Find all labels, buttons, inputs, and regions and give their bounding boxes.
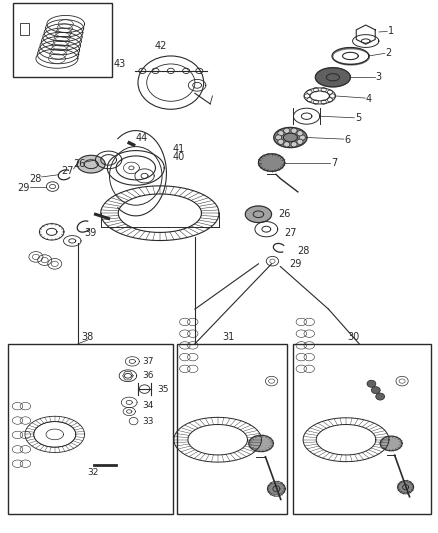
Polygon shape [380,436,402,451]
Ellipse shape [284,128,290,133]
Ellipse shape [297,139,303,144]
Text: 7: 7 [331,158,337,167]
Text: 27: 27 [284,228,297,238]
Text: 26: 26 [279,209,291,219]
Text: 43: 43 [114,59,126,69]
Text: 39: 39 [84,229,96,238]
Polygon shape [315,68,350,87]
Text: 26: 26 [74,159,86,169]
Ellipse shape [284,142,290,147]
Ellipse shape [299,135,305,140]
Bar [20,23,29,35]
Ellipse shape [278,139,284,144]
Text: 41: 41 [173,144,185,154]
Text: 36: 36 [142,372,154,380]
Text: 34: 34 [142,401,154,409]
Text: 44: 44 [136,133,148,142]
Text: 28: 28 [29,174,42,183]
Ellipse shape [376,393,385,400]
Text: 37: 37 [142,357,154,366]
Bar [13,3,112,77]
Polygon shape [77,155,105,173]
Text: 1: 1 [388,26,394,36]
Bar [177,344,287,514]
Ellipse shape [278,131,284,136]
Text: 42: 42 [154,42,166,51]
Ellipse shape [297,131,303,136]
Text: 29: 29 [18,183,30,192]
Text: 5: 5 [355,114,361,123]
Ellipse shape [376,393,385,400]
Bar [8,344,173,514]
Bar [293,344,431,514]
Ellipse shape [371,387,380,393]
Text: 33: 33 [142,417,154,425]
Text: 31: 31 [223,332,235,342]
Text: 27: 27 [61,166,74,175]
Ellipse shape [291,128,297,133]
Text: 4: 4 [366,94,372,103]
Text: 32: 32 [88,469,99,477]
Polygon shape [268,483,285,495]
Ellipse shape [291,142,297,147]
Ellipse shape [276,135,282,140]
Polygon shape [258,154,285,171]
Text: 3: 3 [376,72,382,82]
Text: 2: 2 [385,49,392,58]
Polygon shape [398,482,413,492]
Polygon shape [274,127,307,148]
Ellipse shape [367,381,376,387]
Text: 6: 6 [344,135,350,144]
Text: 30: 30 [348,332,360,342]
Text: 35: 35 [158,385,169,393]
Ellipse shape [371,387,380,393]
Polygon shape [249,435,273,451]
Text: 38: 38 [81,332,94,342]
Text: 29: 29 [289,259,301,269]
Polygon shape [245,206,272,223]
Text: 28: 28 [297,246,309,255]
Text: 40: 40 [173,152,185,162]
Ellipse shape [367,381,376,387]
